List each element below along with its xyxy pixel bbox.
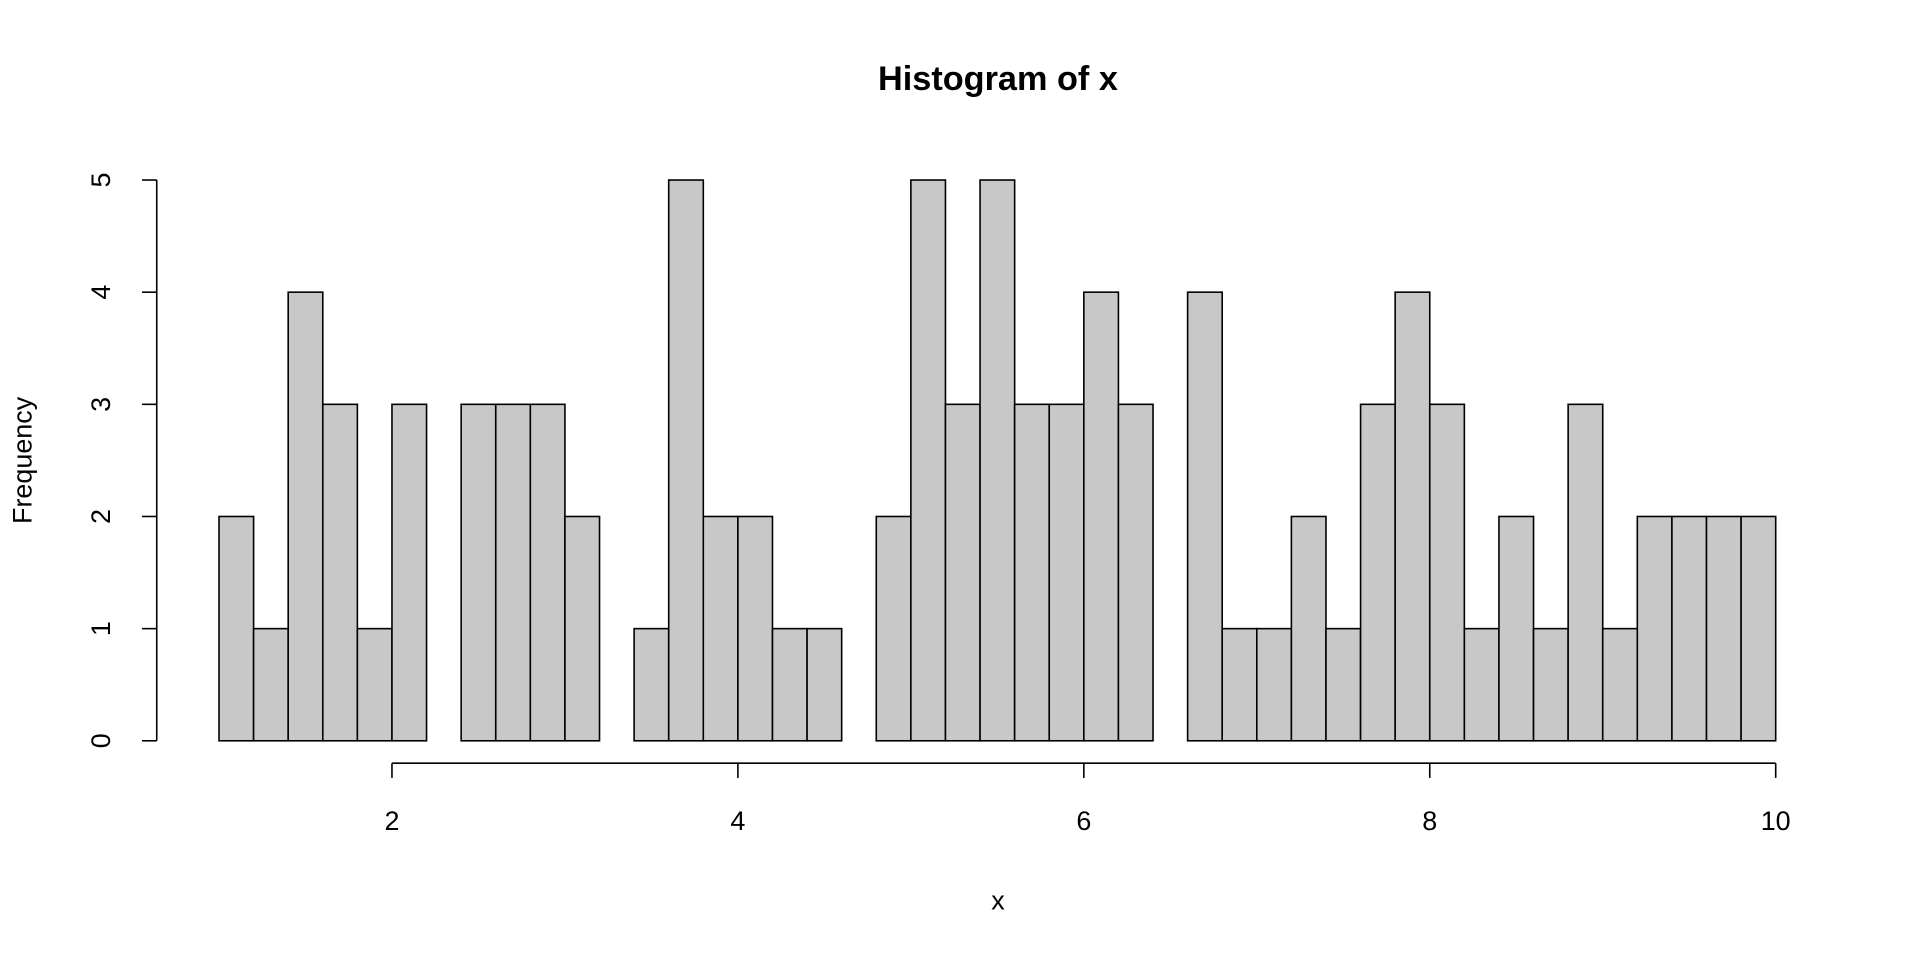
y-tick-label: 3	[86, 397, 116, 412]
y-tick-label: 2	[86, 509, 116, 524]
bar	[460, 403, 497, 742]
bar	[875, 515, 912, 742]
bar	[321, 403, 359, 742]
bar	[910, 179, 947, 742]
bar	[1498, 515, 1535, 742]
x-tick-label: 4	[730, 806, 745, 836]
bar	[1740, 515, 1777, 742]
bar	[1325, 627, 1362, 742]
bar	[737, 515, 774, 742]
x-tick-label: 8	[1422, 806, 1437, 836]
x-tick-label: 2	[384, 806, 399, 836]
bar	[564, 515, 601, 742]
x-axis-label: x	[991, 886, 1005, 916]
chart-title: Histogram of x	[878, 60, 1118, 98]
bar	[944, 403, 981, 742]
bar	[1636, 515, 1673, 742]
x-tick-label: 6	[1076, 806, 1091, 836]
bar	[1601, 627, 1639, 742]
bar	[1255, 627, 1293, 742]
bar	[218, 515, 255, 742]
bar	[1463, 627, 1500, 742]
bar	[1671, 515, 1708, 742]
bar	[806, 627, 843, 742]
bar	[1221, 627, 1258, 742]
y-tick-label: 4	[86, 285, 116, 300]
bar	[287, 291, 324, 742]
y-tick-label: 1	[86, 621, 116, 636]
bar	[252, 627, 289, 742]
bar	[771, 627, 808, 742]
bar	[529, 403, 566, 742]
y-tick-label: 0	[86, 733, 116, 748]
bar	[1013, 403, 1051, 742]
bar	[356, 627, 393, 742]
x-tick-label: 10	[1761, 806, 1791, 836]
bar	[1048, 403, 1085, 742]
bar	[702, 515, 739, 742]
bar	[494, 403, 532, 742]
y-axis-label: Frequency	[8, 396, 38, 524]
bar	[391, 403, 428, 742]
bar	[1117, 403, 1154, 742]
bar	[667, 179, 705, 742]
bar	[979, 179, 1016, 742]
bar	[1083, 291, 1120, 742]
bar	[1359, 403, 1396, 742]
bar	[1428, 403, 1466, 742]
bar	[1394, 291, 1431, 742]
bar	[1290, 515, 1327, 742]
bar	[1705, 515, 1742, 742]
bar	[1186, 291, 1223, 742]
bar	[633, 627, 670, 742]
bar	[1567, 403, 1604, 742]
bar	[1532, 627, 1569, 742]
y-tick-label: 5	[86, 173, 116, 188]
